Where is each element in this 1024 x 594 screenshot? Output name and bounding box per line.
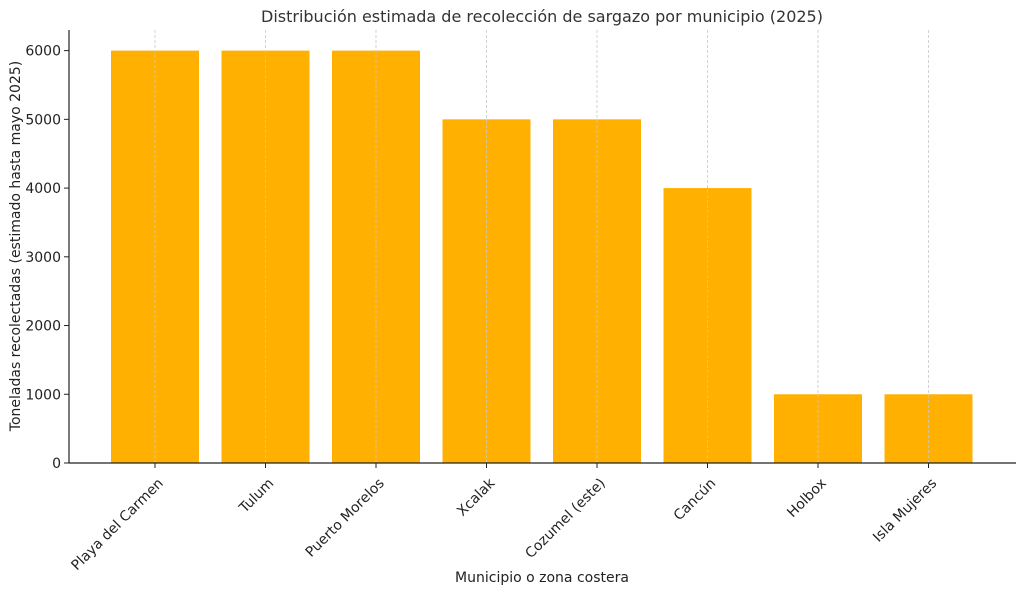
chart-title: Distribución estimada de recolección de … (261, 7, 823, 26)
x-tick-label: Cozumel (este) (522, 475, 608, 561)
y-tick-label: 3000 (25, 250, 61, 266)
x-tick-label: Isla Mujeres (870, 475, 940, 545)
y-tick-label: 6000 (25, 44, 61, 60)
x-axis-label: Municipio o zona costera (455, 570, 629, 586)
x-ticks: Playa del Carmen Tulum Puerto Morelos Xcala… (68, 463, 940, 574)
x-tick-label: Playa del Carmen (68, 475, 166, 573)
y-tick-label: 0 (52, 456, 61, 472)
x-tick-label: Tulum (236, 475, 278, 517)
y-axis-label: Toneladas recolectadas (estimado hasta m… (8, 61, 24, 432)
x-tick-label: Holbox (784, 475, 829, 520)
x-tick-label: Cancún (671, 475, 720, 524)
axes (68, 30, 1016, 464)
y-tick-label: 5000 (25, 112, 61, 128)
y-tick-label: 4000 (25, 181, 61, 197)
y-tick-label: 2000 (25, 319, 61, 335)
y-ticks: 0 1000 2000 3000 4000 5000 6000 (25, 44, 69, 472)
grid-lines (154, 30, 929, 463)
x-tick-label: Puerto Morelos (303, 475, 388, 560)
y-tick-label: 1000 (25, 387, 61, 403)
bars (111, 50, 973, 464)
x-tick-label: Xcalak (454, 475, 499, 520)
